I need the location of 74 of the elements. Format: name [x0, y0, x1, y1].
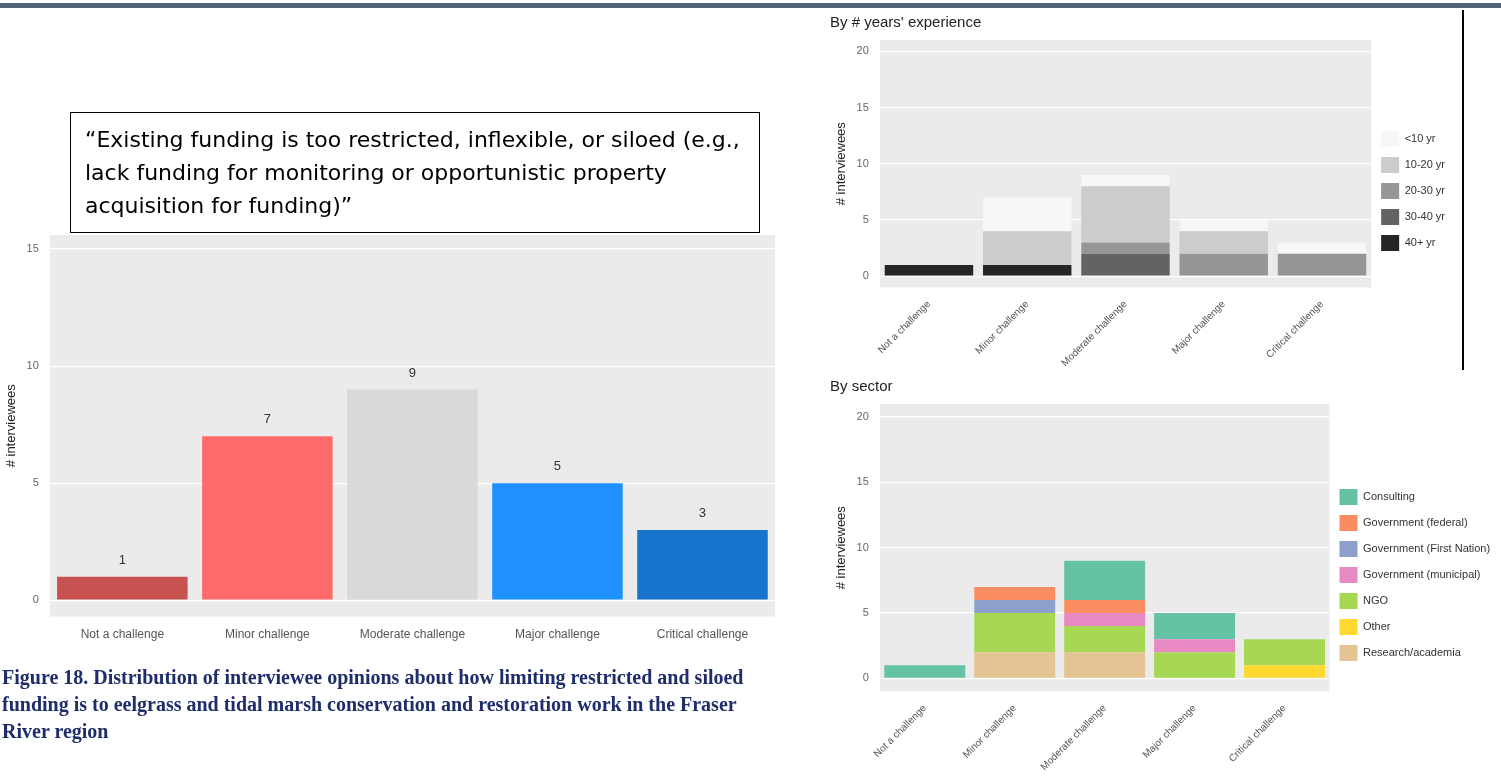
- bar: [492, 483, 623, 600]
- bar: [1081, 186, 1170, 243]
- bar: [637, 529, 768, 600]
- bar: [974, 599, 1056, 614]
- x-tick-label: Moderate challenge: [359, 627, 466, 642]
- bar: [347, 389, 478, 600]
- legend-label: Government (federal): [1363, 516, 1468, 529]
- data-label: 1: [118, 551, 126, 567]
- y-tick-label: 15: [26, 242, 39, 255]
- bar: [1244, 665, 1325, 678]
- legend-label: NGO: [1363, 594, 1389, 607]
- bar: [1154, 639, 1236, 653]
- bar: [1154, 613, 1236, 640]
- y-tick-label: 0: [862, 269, 869, 282]
- legend-label: Research/academia: [1363, 646, 1462, 659]
- legend-label: 20-30 yr: [1404, 184, 1446, 197]
- bar: [1244, 639, 1325, 666]
- bar: [57, 576, 188, 600]
- legend-label: 40+ yr: [1404, 236, 1436, 249]
- x-tick-label: Critical challenge: [656, 627, 749, 642]
- x-tick-label: Major challenge: [515, 627, 601, 642]
- text: “Existing funding is too restricted, inflexible, or siloed (e.g., lack funding for monitoring or opportunistic property acquisition for funding)”: [70, 112, 760, 233]
- legend-label: 30-40 yr: [1404, 210, 1446, 223]
- x-tick-label: Not a challenge: [80, 627, 165, 642]
- bar: [1277, 253, 1367, 276]
- y-tick-label: 20: [856, 410, 869, 423]
- data-label: 7: [263, 411, 271, 427]
- y-tick-label: 5: [862, 606, 869, 619]
- bar: [1154, 652, 1236, 678]
- bar: [1081, 242, 1170, 254]
- y-axis-title: # interviewees: [833, 121, 849, 206]
- bar: [1064, 626, 1146, 653]
- bar: [1064, 613, 1146, 627]
- bar: [884, 665, 966, 678]
- legend-label: <10 yr: [1404, 132, 1436, 145]
- legend-label: Government (First Nation): [1363, 542, 1491, 555]
- bar: [1064, 652, 1146, 678]
- y-axis-title: # interviewees: [3, 383, 19, 468]
- bar: [974, 613, 1056, 653]
- bar: [1179, 253, 1268, 276]
- y-tick-label: 15: [856, 100, 869, 113]
- y-axis-title: # interviewees: [833, 505, 849, 590]
- y-tick-label: 0: [32, 593, 39, 606]
- bar: [1081, 174, 1170, 187]
- bar: [1081, 253, 1170, 276]
- legend-label: Other: [1363, 620, 1391, 633]
- bar: [983, 264, 1072, 276]
- bar: [974, 586, 1056, 600]
- bar: [1179, 231, 1268, 254]
- y-tick-label: 5: [862, 212, 869, 225]
- legend-label: 10-20 yr: [1404, 158, 1446, 171]
- y-tick-label: 10: [856, 156, 869, 169]
- legend-label: Government (municipal): [1363, 568, 1481, 581]
- bar: [884, 264, 974, 276]
- chart-title: By sector: [830, 377, 893, 395]
- y-tick-label: 10: [856, 540, 869, 553]
- data-label: 9: [408, 364, 417, 380]
- bar: [1064, 560, 1146, 600]
- bar: [974, 652, 1056, 678]
- x-tick-label: Minor challenge: [225, 627, 311, 642]
- bar: [1064, 599, 1146, 614]
- chart-title: By # years' experience: [830, 13, 982, 31]
- y-tick-label: 20: [856, 44, 869, 57]
- data-label: 3: [698, 505, 707, 521]
- data-label: 5: [553, 458, 562, 474]
- caption: Figure 18. Distribution of interviewee opinions about how limiting restricted and siloed funding is to eelgrass and tidal marsh conservation and restoration work in the Fraser River region: [2, 665, 745, 745]
- y-tick-label: 15: [856, 475, 869, 488]
- y-tick-label: 5: [32, 476, 39, 489]
- bar: [1277, 242, 1367, 254]
- y-tick-label: 0: [862, 671, 869, 684]
- bar: [983, 231, 1072, 265]
- bar: [202, 436, 333, 600]
- legend-label: Consulting: [1363, 490, 1415, 503]
- y-tick-label: 10: [26, 359, 39, 372]
